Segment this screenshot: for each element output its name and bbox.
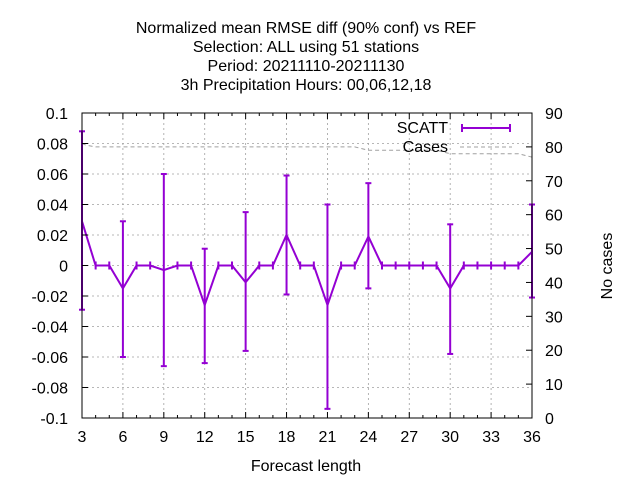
- x-tick-label: 3: [78, 429, 87, 446]
- legend-scatt-sample: [461, 124, 511, 132]
- x-tick-label: 36: [523, 429, 541, 446]
- x-tick-label: 18: [278, 429, 296, 446]
- legend: SCATT Cases: [397, 120, 512, 156]
- y-tick-label: 0.06: [37, 167, 68, 184]
- axes: 3 6 9 12 15 18 21 24 27 30 33 36-0.1-0.08-0.06-0.04…: [32, 106, 563, 446]
- x-tick-label: 15: [237, 429, 255, 446]
- cases-series: [81, 143, 533, 158]
- y-tick-label: 0.1: [46, 106, 68, 123]
- cases-line: [81, 143, 533, 158]
- y-tick-label: -0.02: [32, 289, 69, 306]
- y2-tick-label: 10: [545, 377, 563, 394]
- y-tick-label: -0.08: [32, 381, 69, 398]
- y2-tick-label: 80: [545, 140, 563, 157]
- y2-tick-label: 20: [545, 343, 563, 360]
- title-line-3: Period: 20211110-20211130: [208, 58, 405, 75]
- x-tick-label: 6: [118, 429, 127, 446]
- legend-cases-label: Cases: [403, 139, 448, 156]
- x-tick-label: 24: [359, 429, 377, 446]
- y-tick-label: -0.06: [32, 350, 69, 367]
- x-tick-label: 33: [482, 429, 500, 446]
- scatt-series: [79, 130, 535, 410]
- x-axis-label: Forecast length: [251, 458, 361, 475]
- y2-axis-label: No cases: [599, 233, 616, 300]
- title-line-4: 3h Precipitation Hours: 00,06,12,18: [181, 77, 432, 94]
- y2-tick-label: 40: [545, 275, 563, 292]
- x-tick-label: 9: [159, 429, 168, 446]
- y-tick-label: -0.04: [32, 320, 69, 337]
- title-line-1: Normalized mean RMSE diff (90% conf) vs …: [136, 20, 476, 37]
- y-tick-label: 0.02: [37, 228, 68, 245]
- y2-tick-label: 90: [545, 106, 563, 123]
- y2-tick-label: 70: [545, 174, 563, 191]
- x-tick-label: 27: [400, 429, 418, 446]
- y2-tick-label: 60: [545, 208, 563, 225]
- legend-scatt-label: SCATT: [397, 120, 448, 137]
- y2-tick-label: 30: [545, 309, 563, 326]
- title-line-2: Selection: ALL using 51 stations: [193, 39, 419, 56]
- x-tick-label: 12: [196, 429, 214, 446]
- y-tick-label: 0.04: [37, 198, 68, 215]
- x-tick-label: 30: [441, 429, 459, 446]
- y-tick-label: 0: [59, 259, 68, 276]
- x-tick-label: 21: [319, 429, 337, 446]
- y2-tick-label: 50: [545, 242, 563, 259]
- scatt-line: [81, 221, 533, 309]
- y-tick-label: 0.08: [37, 137, 68, 154]
- chart-title: Normalized mean RMSE diff (90% conf) vs …: [136, 20, 476, 94]
- grid: [82, 113, 532, 418]
- y2-tick-label: 0: [545, 411, 554, 428]
- y-tick-label: -0.1: [40, 411, 68, 428]
